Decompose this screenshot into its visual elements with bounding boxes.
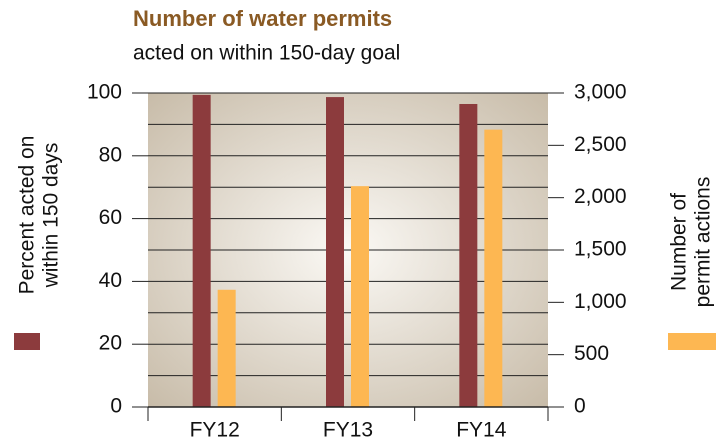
y2-tick-label: 1,500: [574, 238, 627, 261]
y2-tick-label: 0: [574, 395, 586, 418]
y-label-line: Percent acted on: [16, 136, 39, 295]
y-tick-label: 60: [99, 206, 122, 229]
y-label-line: within 150 days: [40, 143, 63, 289]
x-tick-label: FY13: [323, 419, 373, 442]
legend-swatch: [14, 333, 40, 350]
bar: [484, 129, 503, 407]
y2-label-line: permit actions: [692, 177, 715, 308]
bar: [192, 94, 211, 407]
y-tick-label: 0: [110, 395, 122, 418]
y2-tick-label: 2,500: [574, 133, 627, 156]
y-tick-label: 20: [99, 332, 122, 355]
y2-tick-label: 500: [574, 342, 609, 365]
bar: [459, 103, 478, 408]
x-tick-label: FY12: [190, 419, 240, 442]
chart-title: Number of water permits: [133, 6, 392, 31]
y-tick-label: 80: [99, 143, 122, 166]
legend-swatch: [668, 333, 716, 350]
y-axis-label: Percent acted on within 150 days: [16, 136, 63, 295]
y-tick-label: 40: [99, 269, 122, 292]
y2-tick-label: 2,000: [574, 185, 627, 208]
y2-tick-label: 1,000: [574, 290, 627, 313]
x-tick-label: FY14: [456, 419, 507, 442]
y2-axis-label: Number of permit actions: [668, 177, 715, 308]
y2-tick-label: 3,000: [574, 81, 627, 104]
y-tick-label: 100: [87, 81, 122, 104]
bar: [326, 97, 344, 407]
y2-label-line: Number of: [668, 193, 691, 291]
chart-subtitle: acted on within 150-day goal: [133, 42, 400, 65]
bar: [351, 186, 369, 407]
bar: [217, 289, 236, 407]
